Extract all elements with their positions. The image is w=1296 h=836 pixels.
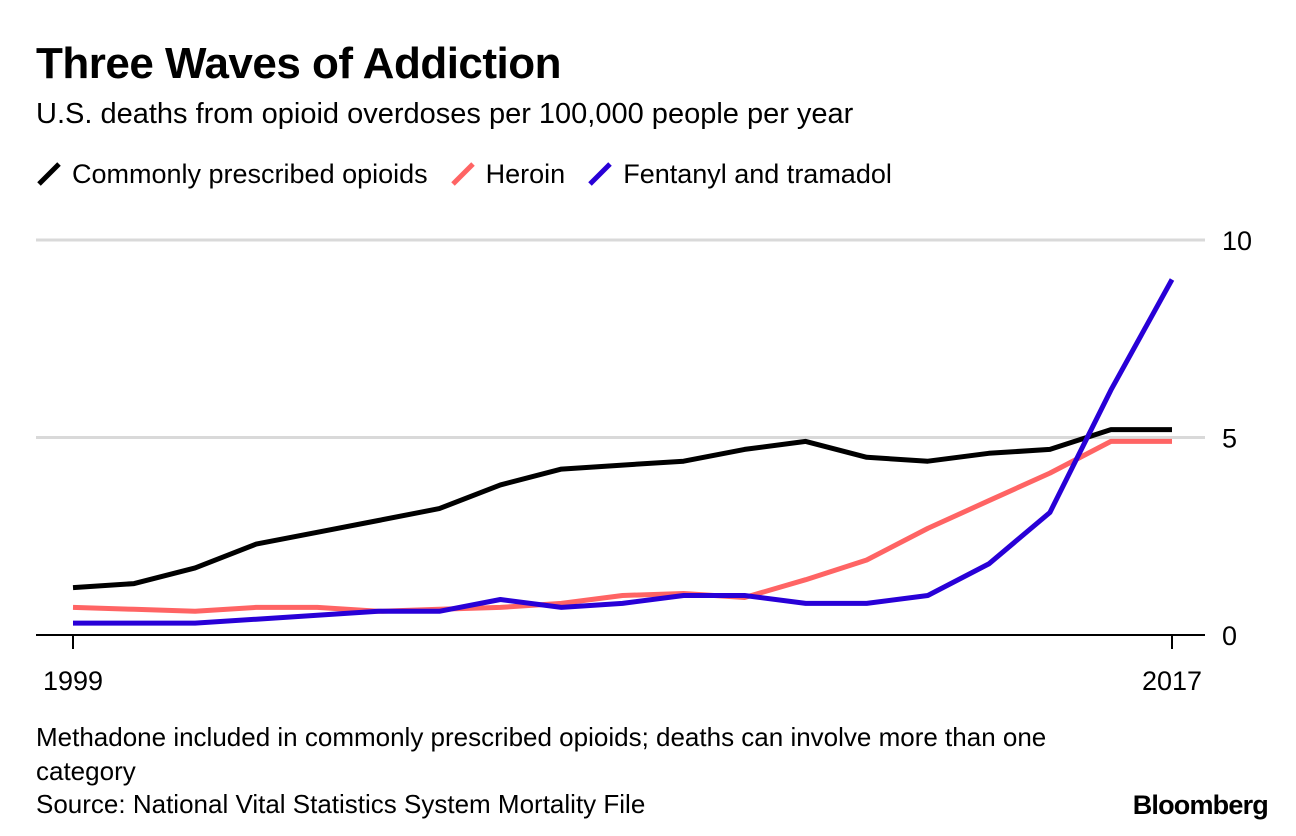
series-line-1: [72, 427, 1172, 591]
legend-item: Heroin: [450, 158, 566, 190]
series-line-3: [73, 278, 1175, 626]
legend-label: Heroin: [485, 158, 566, 189]
legend-swatch: [450, 162, 475, 186]
series-line-2: [72, 438, 1172, 614]
chart-title: Three Waves of Addiction: [36, 39, 562, 88]
legend-swatch-line: [450, 162, 475, 186]
legend-swatch: [588, 162, 612, 186]
legend-label: Fentanyl and tramadol: [623, 158, 892, 189]
bloomberg-logo: Bloomberg: [1132, 790, 1269, 820]
legend-item: Fentanyl and tramadol: [587, 159, 892, 190]
legend-swatch-line: [37, 162, 61, 186]
source-note: Source: National Vital Statistics System…: [36, 789, 646, 819]
legend-label: Commonly prescribed opioids: [72, 158, 428, 189]
chart-subtitle: U.S. deaths from opioid overdoses per 10…: [36, 98, 854, 130]
x-tick-label: 2017: [1142, 666, 1202, 696]
y-tick-label: 0: [1222, 621, 1237, 651]
y-tick-label: 5: [1222, 424, 1237, 454]
legend-swatch: [37, 162, 61, 186]
footnote: Methadone included in commonly prescribe…: [36, 722, 1047, 786]
y-tick-label: 10: [1222, 226, 1252, 256]
x-tick-label: 1999: [43, 666, 103, 696]
legend-item: Commonly prescribed opioids: [36, 159, 428, 190]
legend-swatch-line: [588, 162, 612, 186]
legend: Commonly prescribed opioids Heroin Fentany…: [36, 156, 914, 192]
